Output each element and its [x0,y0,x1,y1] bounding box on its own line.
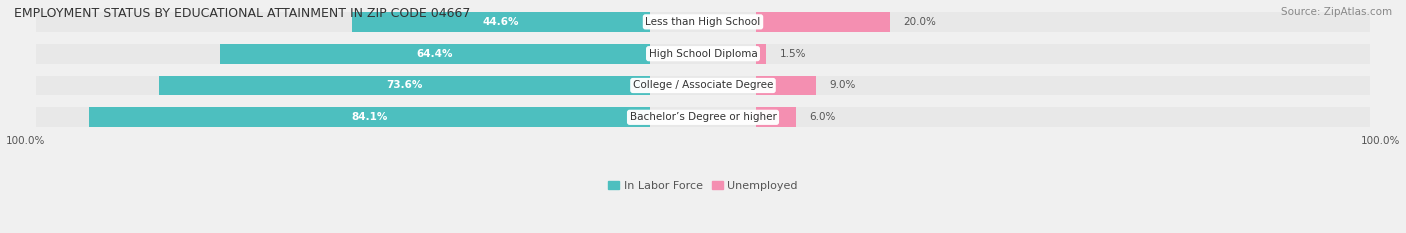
Bar [37,76,1369,95]
Bar [37,107,1369,127]
Bar [353,12,650,32]
Bar [756,107,796,127]
Text: 9.0%: 9.0% [830,80,856,90]
Text: College / Associate Degree: College / Associate Degree [633,80,773,90]
Text: 6.0%: 6.0% [810,112,837,122]
Bar [756,76,817,95]
Text: 1.5%: 1.5% [780,49,806,59]
Text: 100.0%: 100.0% [6,136,45,146]
Text: EMPLOYMENT STATUS BY EDUCATIONAL ATTAINMENT IN ZIP CODE 04667: EMPLOYMENT STATUS BY EDUCATIONAL ATTAINM… [14,7,471,20]
Text: 84.1%: 84.1% [352,112,388,122]
Bar [37,12,1369,32]
Bar [756,44,766,64]
Text: Less than High School: Less than High School [645,17,761,27]
Text: Source: ZipAtlas.com: Source: ZipAtlas.com [1281,7,1392,17]
Bar [756,12,890,32]
Text: High School Diploma: High School Diploma [648,49,758,59]
Text: 100.0%: 100.0% [1361,136,1400,146]
Bar [37,44,1369,64]
Bar [159,76,650,95]
Text: 20.0%: 20.0% [903,17,936,27]
Text: 73.6%: 73.6% [387,80,422,90]
Bar [221,44,650,64]
Text: 64.4%: 64.4% [416,49,453,59]
Text: 44.6%: 44.6% [482,17,519,27]
Text: Bachelor’s Degree or higher: Bachelor’s Degree or higher [630,112,776,122]
Bar [89,107,650,127]
Legend: In Labor Force, Unemployed: In Labor Force, Unemployed [609,181,797,191]
